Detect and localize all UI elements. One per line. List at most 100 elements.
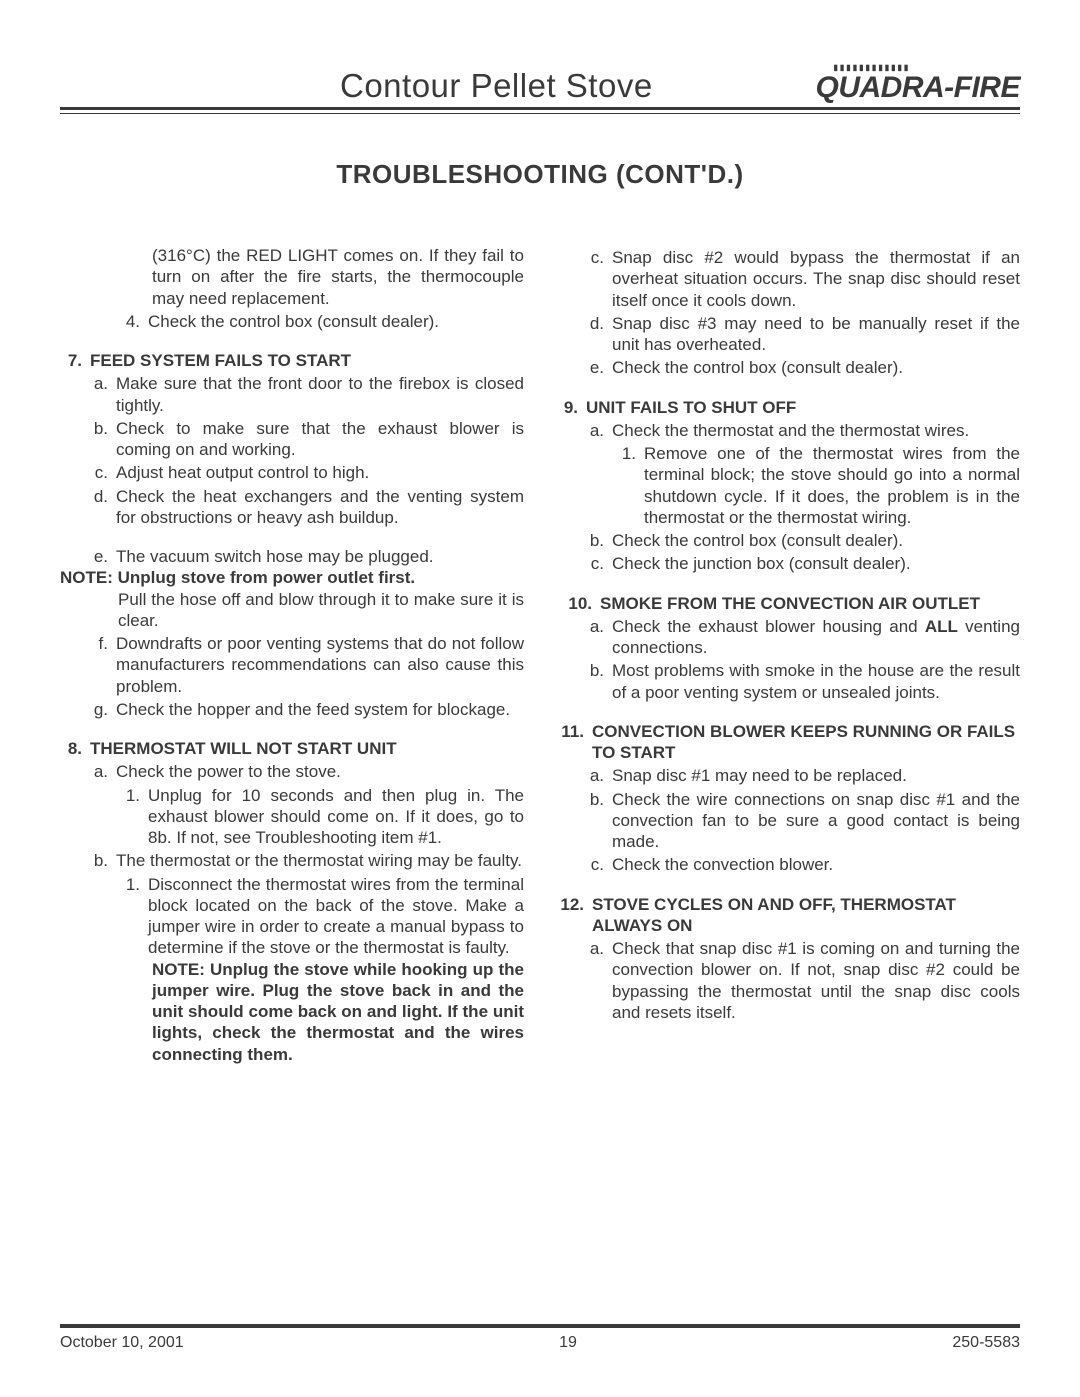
section-number: 9. bbox=[556, 397, 586, 418]
list-item: c.Snap disc #2 would bypass the thermost… bbox=[556, 247, 1020, 311]
list-item: 1.Disconnect the thermostat wires from t… bbox=[60, 874, 524, 959]
text: The thermostat or the thermostat wiring … bbox=[116, 850, 524, 871]
section-title-text: SMOKE FROM THE CONVECTION AIR OUTLET bbox=[600, 593, 1020, 614]
text: Check the thermostat and the thermostat … bbox=[612, 420, 1020, 441]
marker: e. bbox=[582, 357, 612, 378]
list-item: a.Make sure that the front door to the f… bbox=[60, 373, 524, 416]
marker: c. bbox=[582, 553, 612, 574]
marker: g. bbox=[86, 699, 116, 720]
text: Check that snap disc #1 is coming on and… bbox=[612, 938, 1020, 1023]
footer-rule bbox=[60, 1327, 1020, 1328]
list-item: a.Check the thermostat and the thermosta… bbox=[556, 420, 1020, 441]
marker: c. bbox=[86, 462, 116, 483]
list-item: 1.Unplug for 10 seconds and then plug in… bbox=[60, 785, 524, 849]
text: Check the wire connections on snap disc … bbox=[612, 789, 1020, 853]
text: Check the power to the stove. bbox=[116, 761, 524, 782]
text: Disconnect the thermostat wires from the… bbox=[148, 874, 524, 959]
text: Check the convection blower. bbox=[612, 854, 1020, 875]
text: Check the heat exchangers and the ventin… bbox=[116, 486, 524, 529]
right-column: c.Snap disc #2 would bypass the thermost… bbox=[556, 245, 1020, 1083]
text: Check the junction box (consult dealer). bbox=[612, 553, 1020, 574]
page-footer: October 10, 2001 19 250-5583 bbox=[60, 1324, 1020, 1352]
marker: b. bbox=[86, 418, 116, 461]
text-bold: ALL bbox=[925, 617, 958, 636]
section-title-text: FEED SYSTEM FAILS TO START bbox=[90, 350, 524, 371]
marker: 1. bbox=[118, 785, 148, 849]
section-11: 11. CONVECTION BLOWER KEEPS RUNNING OR F… bbox=[556, 721, 1020, 876]
section-head: 7. FEED SYSTEM FAILS TO START bbox=[60, 350, 524, 371]
section-number: 11. bbox=[556, 721, 592, 764]
marker: c. bbox=[582, 247, 612, 311]
section-title-text: STOVE CYCLES ON AND OFF, THERMOSTAT ALWA… bbox=[592, 894, 1020, 937]
marker: 1. bbox=[614, 443, 644, 528]
text: Check the control box (consult dealer). bbox=[612, 530, 1020, 551]
footer-page: 19 bbox=[559, 1334, 577, 1352]
text: Remove one of the thermostat wires from … bbox=[644, 443, 1020, 528]
left-column: (316°C) the RED LIGHT comes on. If they … bbox=[60, 245, 524, 1083]
list-item: a. Check the exhaust blower housing and … bbox=[556, 616, 1020, 659]
list-item: e.Check the control box (consult dealer)… bbox=[556, 357, 1020, 378]
section-number: 8. bbox=[60, 738, 90, 759]
list-item: f.Downdrafts or poor venting systems tha… bbox=[60, 633, 524, 697]
list-item: a.Snap disc #1 may need to be replaced. bbox=[556, 765, 1020, 786]
marker: d. bbox=[86, 486, 116, 529]
text: Check to make sure that the exhaust blow… bbox=[116, 418, 524, 461]
text: Check the exhaust blower housing and ALL… bbox=[612, 616, 1020, 659]
list-item: d.Check the heat exchangers and the vent… bbox=[60, 486, 524, 529]
text: Check the hopper and the feed system for… bbox=[116, 699, 524, 720]
list-item: e.The vacuum switch hose may be plugged. bbox=[60, 546, 524, 567]
section-7: 7. FEED SYSTEM FAILS TO START a.Make sur… bbox=[60, 350, 524, 720]
text: Snap disc #1 may need to be replaced. bbox=[612, 765, 1020, 786]
section-title-text: CONVECTION BLOWER KEEPS RUNNING OR FAILS… bbox=[592, 721, 1020, 764]
list-item: b.Check the control box (consult dealer)… bbox=[556, 530, 1020, 551]
section-10: 10. SMOKE FROM THE CONVECTION AIR OUTLET… bbox=[556, 593, 1020, 703]
spacer bbox=[60, 528, 524, 544]
brand-logo: ▮▮▮▮▮▮▮▮▮▮▮▮ QUADRA-FIRE bbox=[816, 65, 1021, 105]
list-item: g.Check the hopper and the feed system f… bbox=[60, 699, 524, 720]
section-8-cont: c.Snap disc #2 would bypass the thermost… bbox=[556, 247, 1020, 379]
header-rule bbox=[60, 113, 1020, 114]
list-item: a.Check the power to the stove. bbox=[60, 761, 524, 782]
marker: d. bbox=[582, 313, 612, 356]
marker: a. bbox=[582, 420, 612, 441]
footer-date: October 10, 2001 bbox=[60, 1334, 184, 1352]
list-item: c.Adjust heat output control to high. bbox=[60, 462, 524, 483]
marker: c. bbox=[582, 854, 612, 875]
list-item: 4. Check the control box (consult dealer… bbox=[60, 311, 524, 332]
section-title-text: UNIT FAILS TO SHUT OFF bbox=[586, 397, 1020, 418]
marker: b. bbox=[582, 660, 612, 703]
marker: a. bbox=[582, 616, 612, 659]
document-page: Contour Pellet Stove ▮▮▮▮▮▮▮▮▮▮▮▮ QUADRA… bbox=[0, 0, 1080, 1123]
page-header: Contour Pellet Stove ▮▮▮▮▮▮▮▮▮▮▮▮ QUADRA… bbox=[60, 65, 1020, 110]
text: Unplug for 10 seconds and then plug in. … bbox=[148, 785, 524, 849]
text: Most problems with smoke in the house ar… bbox=[612, 660, 1020, 703]
list-item: b.Check the wire connections on snap dis… bbox=[556, 789, 1020, 853]
section-9: 9. UNIT FAILS TO SHUT OFF a.Check the th… bbox=[556, 397, 1020, 575]
text: The vacuum switch hose may be plugged. bbox=[116, 546, 524, 567]
section-head: 8. THERMOSTAT WILL NOT START UNIT bbox=[60, 738, 524, 759]
text: Make sure that the front door to the fir… bbox=[116, 373, 524, 416]
content-columns: (316°C) the RED LIGHT comes on. If they … bbox=[60, 245, 1020, 1083]
note-body: Pull the hose off and blow through it to… bbox=[60, 589, 524, 632]
list-item: b.The thermostat or the thermostat wirin… bbox=[60, 850, 524, 871]
marker: b. bbox=[582, 530, 612, 551]
text: Adjust heat output control to high. bbox=[116, 462, 524, 483]
list-item: a.Check that snap disc #1 is coming on a… bbox=[556, 938, 1020, 1023]
section-title-text: THERMOSTAT WILL NOT START UNIT bbox=[90, 738, 524, 759]
note-label: NOTE: Unplug stove from power outlet fir… bbox=[60, 567, 524, 588]
section-head: 12. STOVE CYCLES ON AND OFF, THERMOSTAT … bbox=[556, 894, 1020, 937]
marker: b. bbox=[582, 789, 612, 853]
footer-row: October 10, 2001 19 250-5583 bbox=[60, 1334, 1020, 1352]
marker: a. bbox=[582, 765, 612, 786]
continued-text: (316°C) the RED LIGHT comes on. If they … bbox=[60, 245, 524, 309]
section-number: 12. bbox=[556, 894, 592, 937]
text-pre: Check the exhaust blower housing and bbox=[612, 617, 925, 636]
text: Check the control box (consult dealer). bbox=[612, 357, 1020, 378]
footer-docnum: 250-5583 bbox=[952, 1334, 1020, 1352]
section-head: 9. UNIT FAILS TO SHUT OFF bbox=[556, 397, 1020, 418]
section-number: 10. bbox=[556, 593, 600, 614]
marker: b. bbox=[86, 850, 116, 871]
continued-block: (316°C) the RED LIGHT comes on. If they … bbox=[60, 245, 524, 332]
list-item: b.Check to make sure that the exhaust bl… bbox=[60, 418, 524, 461]
list-item: 1.Remove one of the thermostat wires fro… bbox=[556, 443, 1020, 528]
